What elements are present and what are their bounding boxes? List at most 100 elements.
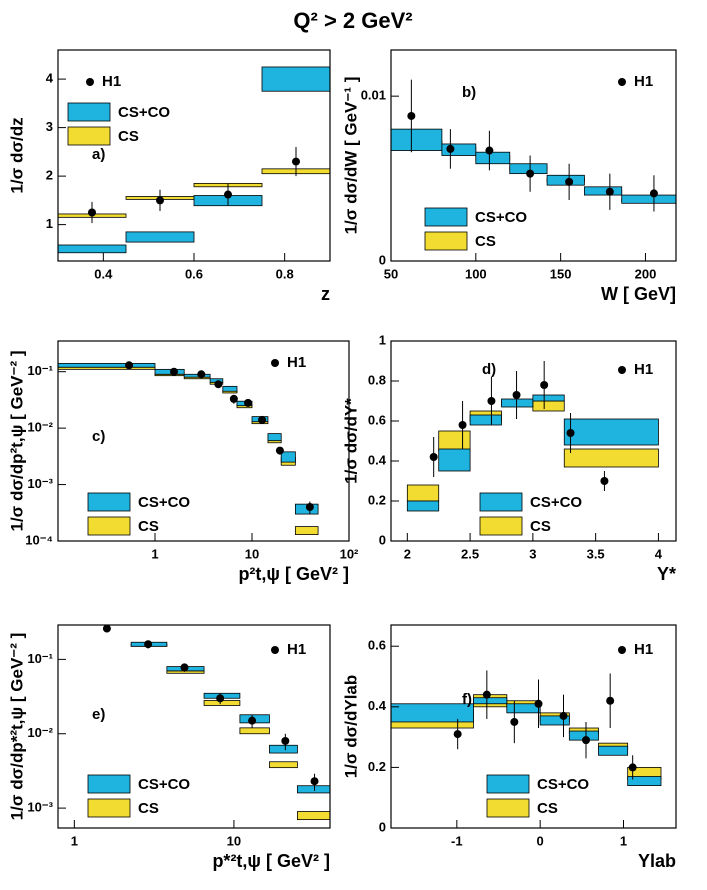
data-point: [310, 777, 319, 786]
band: [563, 418, 659, 446]
legend-label: H1: [287, 641, 306, 658]
data-point: [275, 446, 284, 455]
band: [58, 615, 131, 619]
x-axis-label: Ylab: [638, 851, 676, 871]
band: [621, 194, 676, 204]
data-point: [600, 477, 609, 485]
legend-label: CS+CO: [138, 776, 190, 793]
band: [475, 151, 511, 165]
legend-marker: [618, 78, 626, 86]
y-tick-label: 10⁻¹: [27, 363, 53, 378]
figure-title: Q² > 2 GeV²: [293, 8, 412, 33]
band: [239, 727, 270, 735]
data-point: [170, 367, 179, 376]
frame: [390, 49, 677, 262]
data-point: [458, 421, 467, 429]
band: [269, 744, 298, 754]
band: [58, 363, 156, 368]
data-point: [216, 694, 225, 703]
y-tick-label: 0: [379, 819, 386, 834]
x-tick-label: 200: [635, 266, 657, 281]
data-point: [429, 453, 438, 461]
x-tick-label: 2: [404, 546, 411, 561]
x-tick-label: 1: [71, 833, 78, 848]
legend-swatch: [67, 126, 111, 146]
y-tick-label: 0.4: [368, 698, 387, 713]
legend-swatch: [87, 774, 131, 794]
x-tick-label: 50: [384, 266, 398, 281]
data-point: [512, 391, 521, 399]
x-axis-label: W [ GeV]: [601, 284, 676, 304]
data-point: [606, 696, 615, 705]
y-tick-label: 0.2: [368, 492, 386, 507]
bands: [391, 694, 662, 786]
legend-label: H1: [102, 73, 121, 90]
y-tick-label: 2: [46, 168, 53, 183]
band: [58, 244, 127, 254]
data-point: [258, 415, 267, 424]
band: [469, 414, 502, 426]
x-axis-label: p*²t,ψ [ GeV² ]: [212, 851, 330, 871]
band: [532, 394, 565, 402]
band: [563, 448, 659, 468]
legend-swatch: [67, 102, 111, 122]
band: [438, 430, 471, 452]
data-point: [565, 177, 574, 186]
frame: [390, 340, 677, 542]
legend-swatch: [486, 798, 530, 818]
panel-label: b): [462, 84, 476, 101]
x-axis-label: z: [321, 284, 330, 304]
legend-label: CS: [537, 800, 558, 817]
panel: -1 0 1 0 0.2 0.4 0.6 f) H1 CS+CO CS Ylab 1/σ dσ/dYla…: [341, 624, 677, 871]
legend-label: CS+CO: [537, 776, 589, 793]
y-axis-label: 1/σ dσ/dW [ GeV⁻¹ ]: [341, 77, 360, 235]
legend-marker: [618, 646, 626, 654]
y-tick-label: 4: [46, 71, 54, 86]
x-tick-label: 3: [529, 546, 536, 561]
panel-label: e): [92, 706, 105, 723]
panel: 0.4 0.6 0.8 1 2 3 4 a) H1 CS+CO CS z 1/σ dσ/dz: [7, 49, 331, 304]
frame: [57, 624, 331, 829]
panel-label: a): [92, 146, 105, 163]
band: [154, 368, 185, 375]
legend-swatch: [486, 774, 530, 794]
x-tick-label: 1: [151, 546, 158, 561]
x-tick-label: 100: [465, 266, 487, 281]
x-tick-label: 10²: [340, 546, 359, 561]
y-tick-label: 0: [379, 252, 386, 267]
legend-marker: [618, 366, 626, 374]
legend-swatch: [87, 798, 131, 818]
data-point: [125, 361, 134, 370]
data-point: [582, 736, 590, 745]
x-tick-label: 4: [655, 546, 663, 561]
band: [473, 697, 508, 705]
band: [501, 398, 534, 408]
legend-swatch: [87, 516, 131, 536]
band: [391, 128, 443, 151]
panel-label: c): [92, 428, 105, 445]
y-tick-label: 0.4: [368, 452, 387, 467]
data-point: [453, 730, 462, 739]
data-point: [559, 711, 568, 720]
data-point: [487, 397, 496, 405]
x-tick-label: 0: [537, 833, 544, 848]
band: [125, 231, 195, 243]
legend-label: CS+CO: [475, 209, 527, 226]
legend-swatch: [479, 492, 523, 512]
band: [539, 715, 570, 726]
y-tick-label: 10⁻²: [27, 725, 53, 740]
x-axis-label: Y*: [657, 564, 676, 584]
y-tick-label: 10⁻³: [27, 800, 53, 815]
legend-marker: [271, 359, 279, 367]
y-axis-label: 1/σ dσ/dp²t,ψ [ GeV⁻² ]: [7, 350, 26, 531]
band: [222, 385, 238, 392]
y-tick-label: 0.6: [368, 638, 386, 653]
y-tick-label: 1: [46, 216, 53, 231]
legend-label: CS+CO: [530, 494, 582, 511]
y-axis-label: 1/σ dσ/dY*: [341, 398, 360, 484]
data-point: [156, 196, 164, 205]
frame: [57, 340, 350, 542]
y-tick-label: 0.6: [368, 412, 386, 427]
band: [280, 451, 296, 463]
